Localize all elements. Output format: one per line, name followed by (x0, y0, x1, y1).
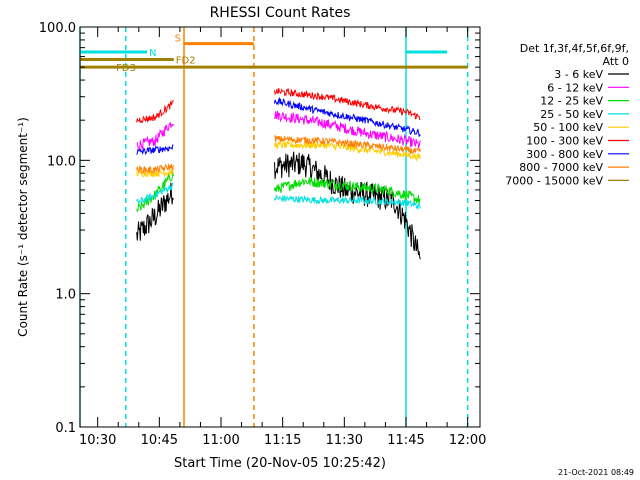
legend-label: 6 - 12 keV (547, 81, 603, 94)
y-axis: 0.1 1.0 10.0 100.0 (39, 21, 480, 436)
series-line (274, 177, 421, 204)
legend-header-line-1: Det 1f,3f,4f,5f,6f,9f, (520, 42, 629, 55)
legend-label: 300 - 800 keV (526, 148, 603, 161)
legend-label: 25 - 50 keV (540, 108, 603, 121)
state-bar-label: FD3 (116, 63, 136, 74)
legend-label: 7000 - 15000 keV (505, 174, 603, 187)
x-axis: 10:30 10:45 11:00 11:15 11:30 11:45 12:00 (79, 27, 486, 448)
series-line (274, 134, 421, 155)
state-bar-label: S (175, 34, 181, 45)
series-line (136, 168, 174, 178)
series-lines (136, 87, 421, 260)
series-line (136, 182, 174, 205)
state-bars: N S FD2 FD3 (80, 34, 468, 74)
y-tick-label: 10.0 (47, 154, 76, 169)
legend-header-line-2: Att 0 (603, 55, 629, 68)
x-tick-label: 11:45 (387, 433, 424, 448)
x-tick-label: 12:00 (449, 433, 486, 448)
series-line (136, 122, 174, 151)
legend-label: 3 - 6 keV (554, 68, 603, 81)
series-line (274, 96, 421, 138)
x-tick-label: 11:30 (326, 433, 363, 448)
legend-label: 12 - 25 keV (540, 95, 603, 108)
legend-label: 50 - 100 keV (533, 121, 603, 134)
series-line (136, 144, 174, 156)
x-tick-label: 11:15 (264, 433, 301, 448)
y-axis-label: Count Rate (s⁻¹ detector segment⁻¹) (16, 117, 30, 337)
series-line (274, 194, 421, 210)
x-axis-label: Start Time (20-Nov-05 10:25:42) (174, 456, 386, 471)
series-line (274, 140, 421, 162)
chart-title: RHESSI Count Rates (210, 5, 351, 21)
state-bar-label: N (149, 48, 156, 59)
legend-label: 800 - 7000 keV (519, 161, 603, 174)
footer-date: 21-Oct-2021 08:49 (558, 468, 634, 477)
series-line (136, 182, 174, 241)
series-line (136, 99, 174, 124)
x-tick-label: 10:45 (141, 433, 178, 448)
series-line (136, 171, 174, 213)
legend-label: 100 - 300 keV (526, 135, 603, 148)
y-tick-label: 100.0 (39, 21, 76, 36)
series-line (274, 110, 421, 150)
state-bar-label: FD2 (176, 56, 196, 67)
plot-frame (79, 26, 481, 428)
series-line (274, 87, 421, 121)
legend: Det 1f,3f,4f,5f,6f,9f, Att 0 3 - 6 keV6 … (505, 42, 629, 187)
y-tick-label: 1.0 (55, 288, 76, 303)
y-tick-label: 0.1 (55, 421, 76, 436)
series-line (136, 162, 174, 174)
series-line (274, 151, 421, 260)
x-tick-label: 11:00 (202, 433, 239, 448)
x-tick-label: 10:30 (79, 433, 116, 448)
